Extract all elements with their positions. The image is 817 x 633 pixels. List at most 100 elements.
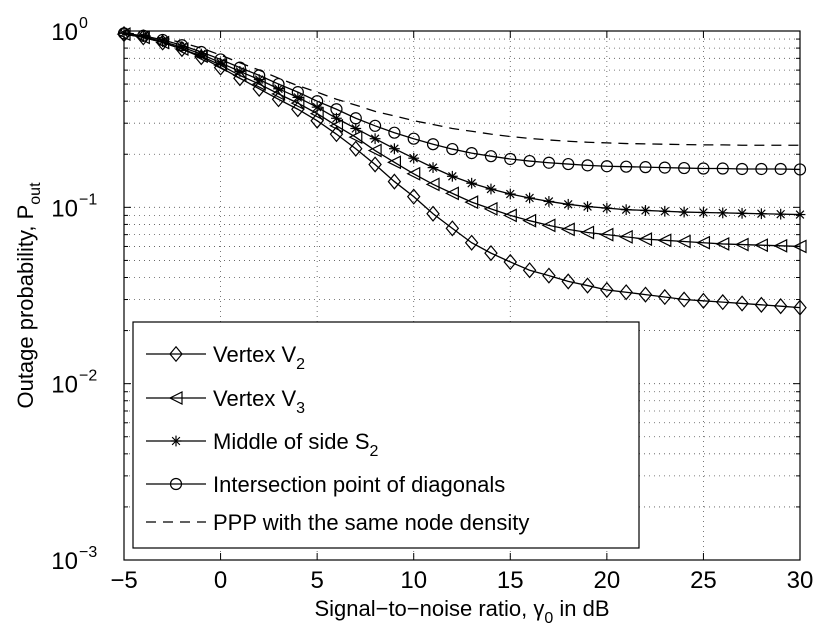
data-point	[561, 273, 576, 290]
data-point	[697, 162, 710, 175]
x-tick-label: 30	[787, 567, 814, 594]
legend-label: Intersection point of diagonals	[213, 472, 505, 497]
data-point	[446, 170, 458, 182]
series-layer	[116, 25, 807, 316]
data-point	[406, 188, 421, 205]
data-point	[331, 112, 342, 124]
y-tick-label: 10	[51, 195, 78, 222]
data-point	[464, 234, 479, 251]
data-point	[504, 152, 517, 166]
data-point	[522, 213, 537, 228]
data-point	[715, 293, 730, 311]
data-point	[368, 156, 382, 173]
data-point	[367, 143, 382, 158]
data-point	[446, 142, 459, 156]
legend-label: Vertex V2	[213, 342, 305, 373]
y-tick-label-exponent: −1	[79, 191, 97, 208]
data-point	[233, 61, 246, 74]
series-5	[123, 31, 800, 146]
data-point	[348, 140, 363, 157]
data-point	[522, 262, 537, 279]
data-point	[271, 91, 286, 108]
data-point	[425, 177, 440, 192]
y-tick-label-exponent: 0	[79, 15, 88, 32]
data-point	[387, 173, 402, 190]
data-point	[311, 95, 324, 108]
x-axis-label-subscript: 0	[544, 610, 553, 627]
data-point	[445, 220, 460, 237]
data-point	[543, 196, 555, 207]
data-point	[599, 227, 614, 242]
data-point	[465, 147, 478, 160]
data-point	[600, 281, 614, 299]
data-point	[715, 236, 730, 251]
data-point	[407, 132, 420, 145]
data-point	[773, 238, 788, 253]
data-point	[369, 133, 381, 145]
data-point	[736, 207, 748, 219]
data-point	[427, 162, 439, 174]
data-point	[638, 232, 653, 247]
data-point	[620, 204, 632, 216]
y-tick-label: 10	[51, 372, 78, 399]
data-point	[348, 130, 363, 145]
data-point	[754, 238, 768, 253]
data-point	[580, 225, 595, 240]
legend-entry: Vertex V2	[146, 342, 305, 373]
data-point	[754, 296, 769, 313]
data-point	[560, 222, 575, 237]
legend-marker	[168, 391, 183, 405]
data-point	[774, 162, 787, 176]
data-point	[291, 101, 305, 118]
data-point	[406, 166, 421, 181]
data-point	[504, 188, 516, 200]
data-point	[350, 123, 362, 134]
data-point	[678, 206, 690, 218]
data-point	[484, 244, 498, 262]
legend-box	[132, 321, 640, 549]
legend-label: Vertex V3	[213, 386, 305, 417]
x-axis-label: Signal−to−noise ratio, γ0 in dB	[314, 596, 609, 627]
data-point	[445, 186, 459, 201]
legend-entry: Vertex V3	[146, 386, 305, 417]
data-point	[175, 39, 189, 52]
data-point	[368, 119, 382, 132]
data-point	[734, 237, 749, 252]
data-point	[755, 208, 767, 220]
data-point	[466, 177, 478, 189]
data-point	[349, 112, 362, 125]
data-point	[330, 103, 343, 116]
data-point	[716, 162, 729, 175]
series-line	[123, 32, 801, 171]
data-point	[659, 205, 671, 217]
data-point	[581, 159, 594, 172]
data-point	[503, 253, 518, 271]
x-tick-label: −5	[110, 567, 137, 594]
data-point	[329, 126, 344, 143]
data-point	[562, 157, 575, 171]
data-point	[600, 160, 613, 173]
y-tick-label-exponent: −3	[79, 544, 97, 561]
x-tick-label: 10	[400, 567, 427, 594]
legend-label: Middle of side S2	[213, 429, 379, 460]
series-line	[123, 31, 800, 146]
data-point	[773, 298, 788, 315]
data-point	[677, 291, 691, 308]
data-point	[484, 150, 498, 163]
x-tick-label: 15	[497, 567, 524, 594]
x-tick-label: 20	[594, 567, 621, 594]
y-tick-label: 10	[51, 19, 78, 46]
data-point	[464, 195, 479, 210]
data-point	[195, 45, 208, 59]
data-point	[524, 192, 535, 204]
data-point	[638, 286, 653, 303]
legend: Vertex V2 Vertex V3 Middle of side S2 Inter…	[132, 321, 640, 549]
data-point	[775, 208, 787, 220]
legend-entry: Intersection point of diagonals	[146, 472, 505, 497]
data-point	[735, 162, 749, 176]
data-point	[542, 267, 556, 284]
legend-entry: PPP with the same node density	[146, 510, 529, 535]
data-point	[619, 284, 633, 301]
